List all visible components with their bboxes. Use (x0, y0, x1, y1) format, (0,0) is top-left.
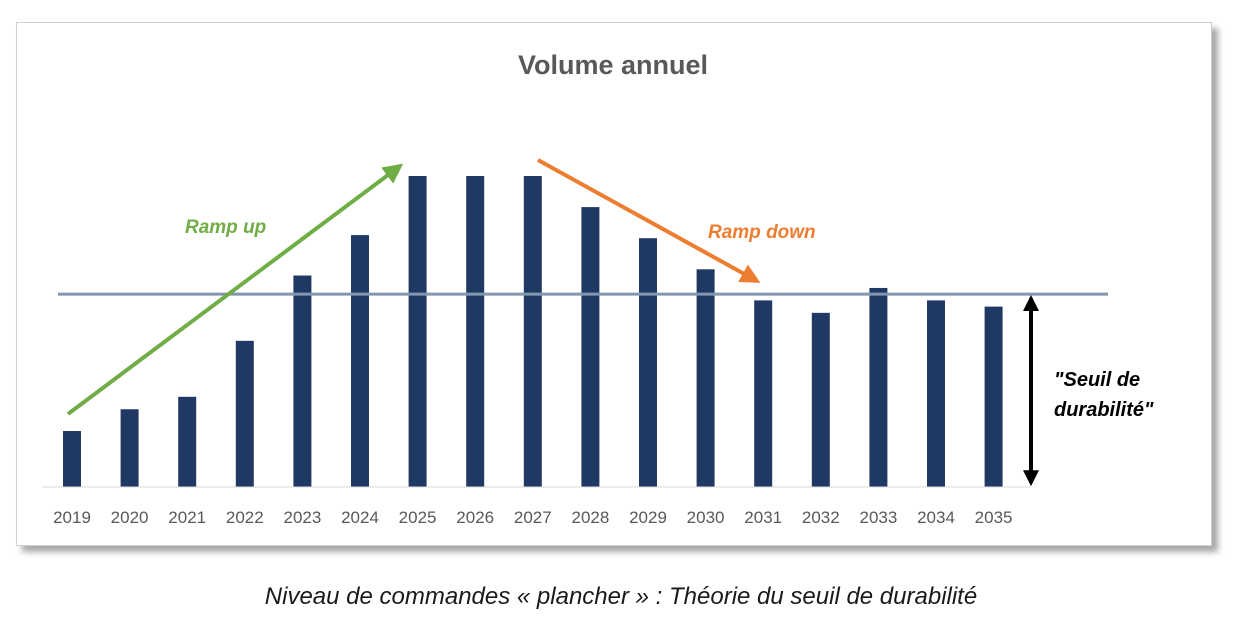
ramp-up-label: Ramp up (185, 217, 266, 238)
x-tick-2025: 2025 (399, 508, 437, 527)
chart-title: Volume annuel (518, 50, 708, 80)
bar-2020 (120, 409, 139, 487)
x-tick-2022: 2022 (226, 508, 264, 527)
x-tick-2026: 2026 (456, 508, 494, 527)
x-tick-2030: 2030 (687, 508, 725, 527)
bar-2031 (754, 300, 773, 487)
x-tick-2027: 2027 (514, 508, 552, 527)
figure-caption: Niveau de commandes « plancher » : Théor… (264, 583, 978, 610)
bar-2027 (523, 176, 542, 487)
bar-2023 (293, 275, 312, 487)
bar-2025 (408, 176, 427, 487)
x-tick-2028: 2028 (571, 508, 609, 527)
bar-2024 (351, 235, 369, 487)
bar-2034 (927, 300, 945, 487)
x-tick-2024: 2024 (341, 508, 379, 527)
ramp-down-arrow (537, 158, 761, 283)
x-tick-2032: 2032 (802, 508, 840, 527)
x-tick-2035: 2035 (975, 508, 1013, 527)
chart-frame (16, 22, 1212, 546)
bar-2021 (178, 396, 197, 487)
x-tick-2021: 2021 (168, 508, 206, 527)
bars-layer (63, 176, 1003, 487)
bar-2033 (869, 287, 888, 487)
x-tick-2029: 2029 (629, 508, 667, 527)
bar-2028 (581, 207, 600, 487)
seuil-label-line1: "Seuil de (1054, 369, 1140, 391)
bar-2022 (235, 340, 254, 487)
x-tick-2034: 2034 (917, 508, 955, 527)
bar-2029 (639, 238, 657, 487)
bar-2019 (63, 431, 81, 487)
bar-2032 (811, 312, 830, 487)
bar-2030 (696, 269, 715, 487)
ramp-down-label: Ramp down (708, 222, 816, 243)
x-tick-2033: 2033 (859, 508, 897, 527)
bar-2026 (466, 176, 485, 487)
x-tick-labels: 2019 2020 2021 2022 2023 2024 2025 2026 2027 2028… (53, 508, 1012, 527)
seuil-label-line2: durabilité" (1054, 399, 1154, 421)
bar-2035 (984, 306, 1003, 487)
x-tick-2020: 2020 (111, 508, 149, 527)
x-tick-2031: 2031 (744, 508, 782, 527)
x-tick-2023: 2023 (283, 508, 321, 527)
ramp-up-arrow (66, 163, 404, 416)
x-tick-2019: 2019 (53, 508, 91, 527)
